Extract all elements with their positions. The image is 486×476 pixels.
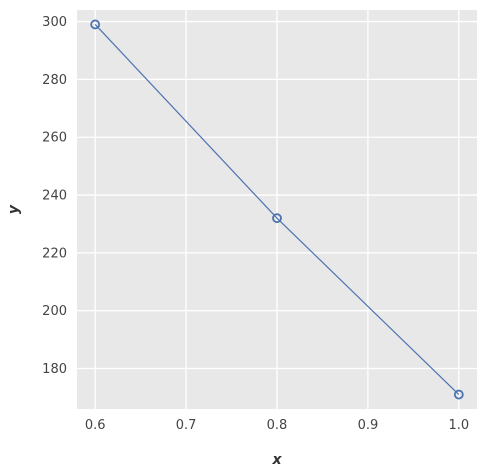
series-line — [94, 24, 460, 395]
data-point — [453, 389, 464, 400]
y-tick-label: 220 — [42, 246, 67, 261]
x-axis-label: x — [271, 452, 282, 468]
x-tick-label: 0.9 — [358, 418, 379, 433]
y-tick-label: 260 — [42, 131, 67, 146]
x-tick-label: 0.7 — [176, 418, 197, 433]
y-tick-label: 240 — [42, 189, 67, 204]
grid-lines — [77, 10, 477, 409]
data-point — [90, 19, 101, 30]
y-tick-label: 180 — [42, 362, 67, 377]
x-tick-label: 0.6 — [85, 418, 106, 433]
x-tick-label: 0.8 — [267, 418, 288, 433]
y-tick-label: 200 — [42, 304, 67, 319]
x-tick-labels: 0.6 0.7 0.8 0.9 1.0 — [85, 418, 469, 433]
y-tick-labels: 180 200 220 240 260 280 300 — [42, 15, 67, 377]
y-axis-label: y — [6, 204, 22, 214]
data-point — [272, 213, 282, 224]
y-tick-label: 300 — [42, 15, 67, 30]
x-tick-label: 1.0 — [448, 418, 469, 433]
y-tick-label: 280 — [42, 73, 67, 88]
series-layer — [90, 19, 464, 400]
